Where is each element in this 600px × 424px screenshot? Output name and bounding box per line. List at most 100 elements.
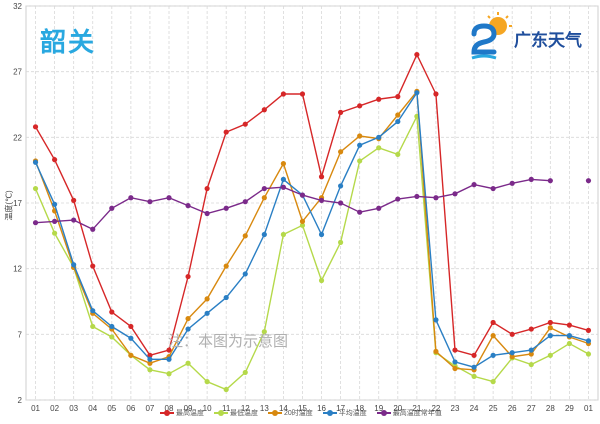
data-point-highest xyxy=(128,323,134,330)
data-point-lowest xyxy=(242,369,248,376)
data-point-mean xyxy=(528,347,534,353)
data-point-highest xyxy=(547,319,553,326)
data-point-highest xyxy=(109,309,115,315)
data-point-mean xyxy=(452,359,458,365)
x-tick-label: 12 xyxy=(241,404,250,413)
legend-label: 最高温度 xyxy=(176,410,204,417)
data-point-normal_mean xyxy=(528,176,534,182)
legend-label: 最低温度 xyxy=(230,410,258,417)
data-point-mean xyxy=(490,352,496,358)
data-point-highest xyxy=(471,352,477,358)
chart-legend: 最高温度 最低温度 20时温度 平均温度 最高温度常年值 xyxy=(160,408,442,418)
x-tick-label: 18 xyxy=(355,404,364,413)
data-point-mean xyxy=(32,159,39,165)
data-point-mean xyxy=(585,338,592,344)
data-point-t20 xyxy=(280,161,286,167)
x-tick-label: 02 xyxy=(50,404,59,413)
data-point-normal_mean xyxy=(280,184,286,190)
legend-swatch-icon xyxy=(376,410,391,416)
data-point-mean xyxy=(128,335,134,341)
x-tick-label: 23 xyxy=(451,404,460,413)
series-line-mean xyxy=(34,90,589,368)
data-point-t20 xyxy=(147,360,153,366)
data-point-lowest xyxy=(147,367,153,373)
data-point-normal_mean xyxy=(471,182,477,188)
data-point-lowest xyxy=(280,231,286,238)
city-name: 韶关 xyxy=(40,28,97,58)
data-point-lowest xyxy=(376,145,382,151)
data-point-highest xyxy=(509,331,515,337)
legend-label: 最高温度常年值 xyxy=(392,410,442,417)
data-point-normal_mean xyxy=(185,203,191,209)
x-tick-label: 25 xyxy=(489,404,498,413)
data-point-t20 xyxy=(338,149,344,155)
data-point-normal_mean xyxy=(452,191,458,197)
x-tick-label: 14 xyxy=(279,404,288,413)
data-point-mean xyxy=(471,364,477,370)
data-point-lowest xyxy=(204,379,210,385)
data-point-normal_mean xyxy=(242,199,248,205)
x-tick-label: 10 xyxy=(203,404,212,413)
data-point-lowest xyxy=(357,158,363,164)
data-point-normal_mean xyxy=(128,195,134,201)
data-point-mean xyxy=(509,350,515,356)
legend-item-lowest: 最低温度 xyxy=(214,408,258,418)
data-point-t20 xyxy=(528,351,534,357)
data-point-t20 xyxy=(357,133,363,139)
data-point-mean xyxy=(204,310,210,316)
data-point-highest xyxy=(376,96,382,102)
legend-item-mean: 平均温度 xyxy=(322,408,367,418)
data-point-normal_mean xyxy=(376,205,382,211)
data-point-lowest xyxy=(261,329,267,335)
data-point-mean xyxy=(376,134,382,140)
data-point-mean xyxy=(357,142,363,148)
data-point-normal_mean xyxy=(32,220,39,226)
data-point-highest xyxy=(280,91,286,97)
data-point-highest xyxy=(204,185,210,192)
x-tick-label: 19 xyxy=(374,404,383,413)
legend-swatch-icon xyxy=(214,410,228,416)
data-point-lowest xyxy=(109,334,115,340)
y-tick-label: 17 xyxy=(13,199,22,208)
y-axis-label: 温度(℃) xyxy=(4,190,14,221)
x-tick-label: 13 xyxy=(260,404,269,413)
data-point-normal_mean xyxy=(433,195,439,201)
data-point-mean xyxy=(414,90,420,96)
data-point-highest xyxy=(528,326,534,332)
data-point-mean xyxy=(547,333,553,339)
data-point-lowest xyxy=(395,151,401,158)
data-point-normal_mean xyxy=(223,205,229,211)
data-point-mean xyxy=(338,183,344,189)
data-point-mean xyxy=(433,317,439,323)
legend-swatch-icon xyxy=(322,410,337,416)
x-tick-label: 08 xyxy=(165,404,174,413)
data-point-mean xyxy=(566,333,573,339)
legend-swatch-icon xyxy=(160,410,174,416)
x-tick-label: 09 xyxy=(184,404,193,413)
x-tick-label: 15 xyxy=(298,404,307,413)
data-point-lowest xyxy=(585,351,592,357)
x-tick-label: 27 xyxy=(527,404,536,413)
legend-swatch-icon xyxy=(268,410,282,416)
data-point-mean xyxy=(223,294,229,301)
x-tick-label: 04 xyxy=(88,404,97,413)
data-point-t20 xyxy=(433,348,439,355)
data-point-normal_mean xyxy=(299,192,306,198)
data-point-normal_mean xyxy=(204,210,210,217)
data-point-t20 xyxy=(452,365,458,372)
legend-item-highest: 最高温度 xyxy=(160,408,204,418)
data-point-lowest xyxy=(490,379,496,385)
watermark-note: 注：本图为示意图 xyxy=(168,332,289,350)
series-line-lowest xyxy=(34,113,589,391)
y-tick-label: 12 xyxy=(13,265,22,274)
data-point-highest xyxy=(490,319,496,326)
data-point-mean xyxy=(280,176,286,182)
series-line-t20 xyxy=(34,89,589,371)
data-point-normal_mean xyxy=(166,195,172,201)
data-point-t20 xyxy=(395,112,401,118)
legend-label: 平均温度 xyxy=(338,410,367,417)
data-point-normal_mean xyxy=(490,185,496,192)
data-point-normal_mean xyxy=(585,178,592,184)
legend-label: 20时温度 xyxy=(284,410,313,417)
data-point-highest xyxy=(433,91,439,97)
